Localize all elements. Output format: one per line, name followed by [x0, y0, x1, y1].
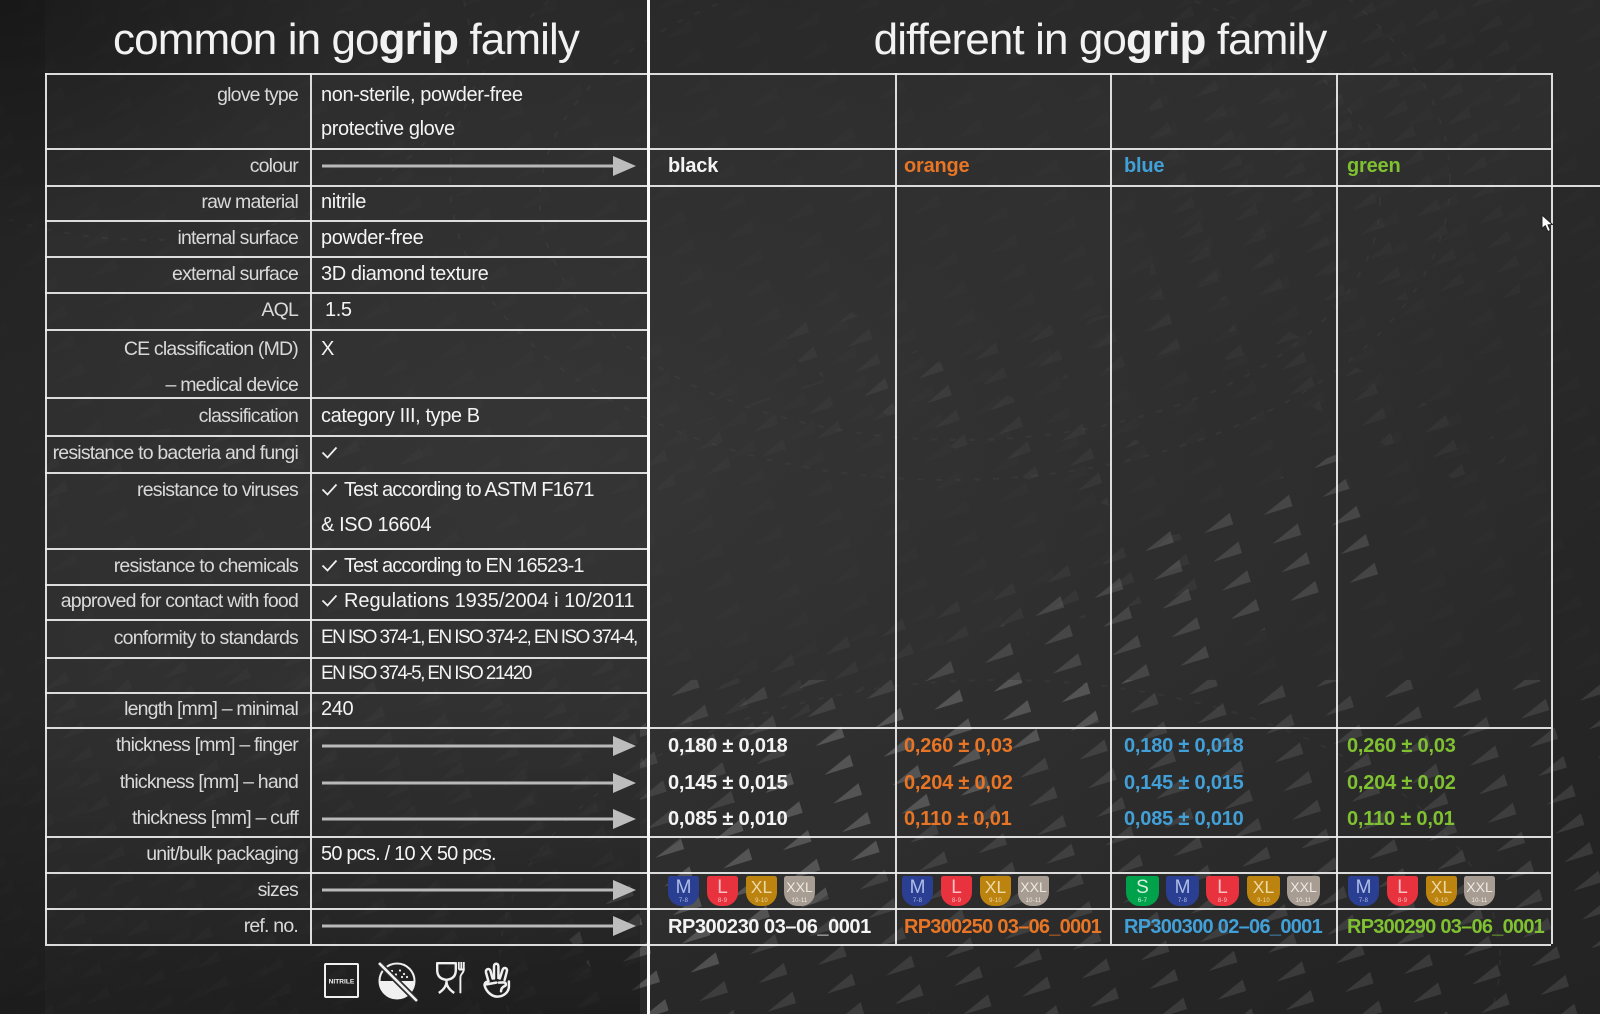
svg-text:NITRILE: NITRILE — [329, 979, 355, 986]
